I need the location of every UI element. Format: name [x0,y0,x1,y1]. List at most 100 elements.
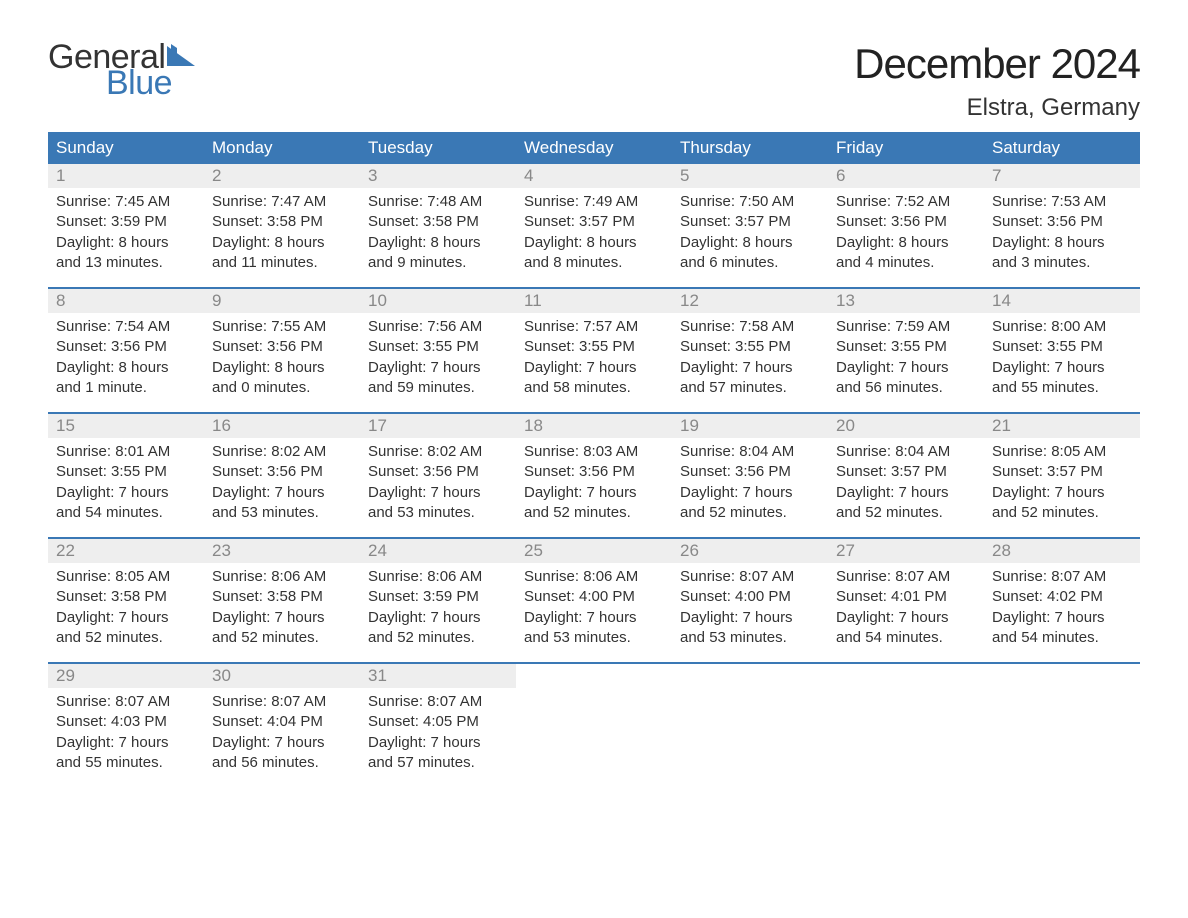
sunset-text: Sunset: 4:03 PM [56,712,196,732]
daylight-text-2: and 56 minutes. [836,378,976,398]
sunrise-text: Sunrise: 8:07 AM [992,567,1132,587]
day-details: Sunrise: 7:58 AMSunset: 3:55 PMDaylight:… [672,313,828,398]
calendar-day-cell: 27Sunrise: 8:07 AMSunset: 4:01 PMDayligh… [828,539,984,662]
calendar-day-cell: 30Sunrise: 8:07 AMSunset: 4:04 PMDayligh… [204,664,360,787]
daylight-text-2: and 57 minutes. [368,753,508,773]
sunrise-text: Sunrise: 7:58 AM [680,317,820,337]
sunset-text: Sunset: 4:00 PM [524,587,664,607]
day-details: Sunrise: 7:49 AMSunset: 3:57 PMDaylight:… [516,188,672,273]
daylight-text-1: Daylight: 7 hours [368,358,508,378]
daylight-text-2: and 52 minutes. [368,628,508,648]
daylight-text-2: and 55 minutes. [992,378,1132,398]
daylight-text-2: and 53 minutes. [212,503,352,523]
day-number: 21 [984,414,1140,438]
calendar-day-cell: 8Sunrise: 7:54 AMSunset: 3:56 PMDaylight… [48,289,204,412]
daylight-text-2: and 54 minutes. [992,628,1132,648]
day-number: 26 [672,539,828,563]
sunrise-text: Sunrise: 7:47 AM [212,192,352,212]
sunrise-text: Sunrise: 8:07 AM [680,567,820,587]
day-number: 3 [360,164,516,188]
sunset-text: Sunset: 3:55 PM [836,337,976,357]
day-details: Sunrise: 7:45 AMSunset: 3:59 PMDaylight:… [48,188,204,273]
daylight-text-1: Daylight: 7 hours [680,483,820,503]
daylight-text-1: Daylight: 7 hours [836,358,976,378]
calendar-day-cell: 15Sunrise: 8:01 AMSunset: 3:55 PMDayligh… [48,414,204,537]
sunset-text: Sunset: 4:01 PM [836,587,976,607]
sunset-text: Sunset: 3:58 PM [368,212,508,232]
day-details: Sunrise: 7:54 AMSunset: 3:56 PMDaylight:… [48,313,204,398]
calendar-day-cell: 13Sunrise: 7:59 AMSunset: 3:55 PMDayligh… [828,289,984,412]
sunrise-text: Sunrise: 8:07 AM [212,692,352,712]
calendar-day-cell: 12Sunrise: 7:58 AMSunset: 3:55 PMDayligh… [672,289,828,412]
calendar-day-cell: 5Sunrise: 7:50 AMSunset: 3:57 PMDaylight… [672,164,828,287]
daylight-text-1: Daylight: 7 hours [56,483,196,503]
day-details: Sunrise: 8:06 AMSunset: 3:59 PMDaylight:… [360,563,516,648]
daylight-text-1: Daylight: 7 hours [992,358,1132,378]
daylight-text-1: Daylight: 7 hours [836,608,976,628]
calendar-week-row: 1Sunrise: 7:45 AMSunset: 3:59 PMDaylight… [48,164,1140,287]
title-block: December 2024 Elstra, Germany [854,40,1140,122]
sunrise-text: Sunrise: 7:48 AM [368,192,508,212]
sunrise-text: Sunrise: 8:02 AM [212,442,352,462]
day-number: 25 [516,539,672,563]
daylight-text-2: and 54 minutes. [56,503,196,523]
day-number: 18 [516,414,672,438]
day-details: Sunrise: 8:07 AMSunset: 4:02 PMDaylight:… [984,563,1140,648]
daylight-text-1: Daylight: 8 hours [680,233,820,253]
sunrise-text: Sunrise: 8:04 AM [836,442,976,462]
day-number: 8 [48,289,204,313]
sunset-text: Sunset: 3:56 PM [368,462,508,482]
weekday-header: Sunday [48,132,204,164]
calendar-grid: Sunday Monday Tuesday Wednesday Thursday… [48,132,1140,787]
daylight-text-2: and 52 minutes. [56,628,196,648]
daylight-text-1: Daylight: 8 hours [992,233,1132,253]
sunset-text: Sunset: 4:04 PM [212,712,352,732]
day-number: 17 [360,414,516,438]
daylight-text-2: and 52 minutes. [992,503,1132,523]
day-details: Sunrise: 8:02 AMSunset: 3:56 PMDaylight:… [204,438,360,523]
sunrise-text: Sunrise: 7:55 AM [212,317,352,337]
sunset-text: Sunset: 3:56 PM [524,462,664,482]
calendar-day-cell: 3Sunrise: 7:48 AMSunset: 3:58 PMDaylight… [360,164,516,287]
sunrise-text: Sunrise: 8:02 AM [368,442,508,462]
sunset-text: Sunset: 4:05 PM [368,712,508,732]
daylight-text-2: and 53 minutes. [680,628,820,648]
weekday-header: Wednesday [516,132,672,164]
daylight-text-2: and 52 minutes. [680,503,820,523]
calendar-week-row: 29Sunrise: 8:07 AMSunset: 4:03 PMDayligh… [48,662,1140,787]
daylight-text-1: Daylight: 7 hours [368,608,508,628]
daylight-text-2: and 52 minutes. [524,503,664,523]
daylight-text-2: and 52 minutes. [836,503,976,523]
daylight-text-1: Daylight: 7 hours [992,483,1132,503]
sunset-text: Sunset: 3:58 PM [212,212,352,232]
day-number: 31 [360,664,516,688]
day-details: Sunrise: 8:07 AMSunset: 4:01 PMDaylight:… [828,563,984,648]
calendar-day-cell [672,664,828,787]
sunrise-text: Sunrise: 8:03 AM [524,442,664,462]
sunrise-text: Sunrise: 7:50 AM [680,192,820,212]
daylight-text-1: Daylight: 7 hours [212,483,352,503]
sunrise-text: Sunrise: 7:52 AM [836,192,976,212]
day-details: Sunrise: 8:07 AMSunset: 4:05 PMDaylight:… [360,688,516,773]
daylight-text-2: and 56 minutes. [212,753,352,773]
sunset-text: Sunset: 4:00 PM [680,587,820,607]
day-number: 23 [204,539,360,563]
day-details: Sunrise: 8:05 AMSunset: 3:58 PMDaylight:… [48,563,204,648]
daylight-text-1: Daylight: 7 hours [836,483,976,503]
daylight-text-2: and 11 minutes. [212,253,352,273]
sunrise-text: Sunrise: 8:07 AM [836,567,976,587]
day-details: Sunrise: 8:01 AMSunset: 3:55 PMDaylight:… [48,438,204,523]
daylight-text-2: and 58 minutes. [524,378,664,398]
day-details: Sunrise: 7:48 AMSunset: 3:58 PMDaylight:… [360,188,516,273]
day-details: Sunrise: 8:07 AMSunset: 4:03 PMDaylight:… [48,688,204,773]
day-number: 10 [360,289,516,313]
page-header: General Blue December 2024 Elstra, Germa… [48,40,1140,122]
day-number: 19 [672,414,828,438]
sunrise-text: Sunrise: 8:07 AM [56,692,196,712]
day-number: 20 [828,414,984,438]
day-details: Sunrise: 7:56 AMSunset: 3:55 PMDaylight:… [360,313,516,398]
calendar-day-cell: 18Sunrise: 8:03 AMSunset: 3:56 PMDayligh… [516,414,672,537]
calendar-day-cell [828,664,984,787]
sunrise-text: Sunrise: 7:49 AM [524,192,664,212]
calendar-day-cell: 28Sunrise: 8:07 AMSunset: 4:02 PMDayligh… [984,539,1140,662]
